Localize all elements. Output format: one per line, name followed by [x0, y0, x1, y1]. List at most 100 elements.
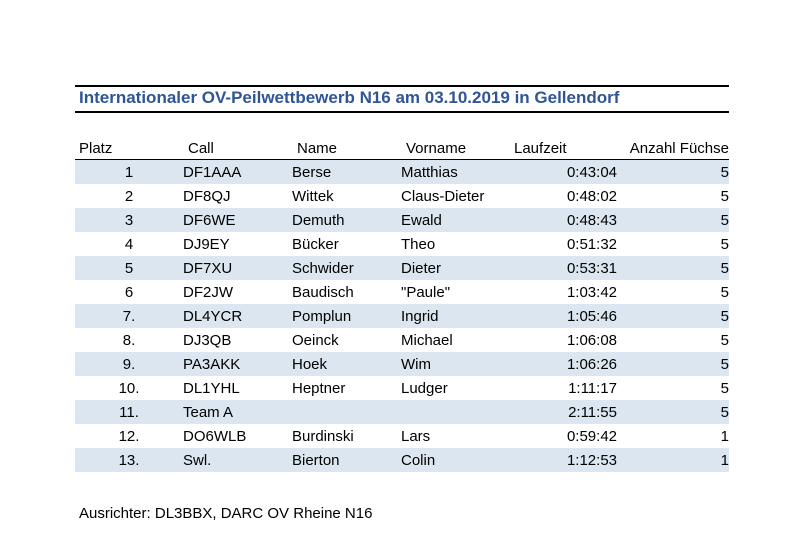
- cell-laufzeit: 1:11:17: [568, 379, 617, 397]
- page-title: Internationaler OV-Peilwettbewerb N16 am…: [79, 88, 620, 107]
- table-row: 10. DL1YHL Heptner Ludger 1:11:17 5: [75, 376, 729, 400]
- cell-laufzeit: 1:12:53: [509, 448, 617, 472]
- cell-laufzeit: 1:06:08: [566, 331, 617, 349]
- table-row: 5 DF7XU Schwider Dieter 0:53:31 5: [75, 256, 729, 280]
- header-anzahl-fuechse: Anzahl Füchse: [617, 137, 729, 160]
- results-table: Platz Call Name Vorname Laufzeit Anzahl …: [75, 137, 729, 472]
- cell-vorname: "Paule": [401, 283, 451, 301]
- table-header-row: Platz Call Name Vorname Laufzeit Anzahl …: [75, 137, 729, 160]
- table-row: 9. PA3AKK Hoek Wim 1:06:26 5: [75, 352, 729, 376]
- cell-vorname: Theo: [401, 235, 436, 253]
- cell-name: Baudisch: [292, 283, 354, 301]
- cell-platz: 5: [75, 256, 183, 280]
- cell-anzahl-fuechse: 5: [720, 331, 729, 349]
- cell-vorname: Lars: [401, 427, 431, 445]
- cell-call: DJ3QB: [183, 331, 232, 349]
- cell-call: DF1AAA: [183, 159, 292, 184]
- cell-name: [292, 400, 401, 424]
- cell-vorname: Ewald: [401, 208, 509, 232]
- cell-name: Pomplun: [292, 304, 401, 328]
- cell-vorname: Colin: [401, 448, 509, 472]
- cell-vorname: Wim: [401, 352, 509, 376]
- cell-anzahl-fuechse: 5: [617, 208, 729, 232]
- cell-platz: 1: [75, 159, 183, 184]
- cell-call: Swl.: [183, 448, 292, 472]
- cell-laufzeit: 0:53:31: [509, 256, 617, 280]
- cell-vorname: [401, 400, 509, 424]
- table-row: 8. DJ3QB Oeinck Michael 1:06:08 5: [75, 328, 729, 352]
- cell-call: DL1YHL: [183, 379, 240, 397]
- cell-anzahl-fuechse: 5: [617, 159, 729, 184]
- cell-platz: 4: [124, 235, 134, 253]
- cell-name: Hoek: [292, 352, 401, 376]
- cell-anzahl-fuechse: 5: [617, 304, 729, 328]
- table-row: 13. Swl. Bierton Colin 1:12:53 1: [75, 448, 729, 472]
- cell-anzahl-fuechse: 5: [720, 187, 729, 205]
- table-row: 12. DO6WLB Burdinski Lars 0:59:42 1: [75, 424, 729, 448]
- cell-name: Bierton: [292, 448, 401, 472]
- cell-laufzeit: 2:11:55: [509, 400, 617, 424]
- cell-vorname: Ingrid: [401, 304, 509, 328]
- cell-anzahl-fuechse: 5: [617, 256, 729, 280]
- cell-platz: 2: [124, 187, 134, 205]
- cell-call: DL4YCR: [183, 304, 292, 328]
- cell-laufzeit: 0:43:04: [509, 159, 617, 184]
- cell-anzahl-fuechse: 1: [720, 427, 729, 445]
- cell-platz: 12.: [118, 427, 140, 445]
- cell-laufzeit: 1:03:42: [566, 283, 617, 301]
- header-call: Call: [183, 137, 292, 160]
- cell-call: PA3AKK: [183, 352, 292, 376]
- cell-name: Wittek: [292, 187, 334, 205]
- header-platz: Platz: [75, 137, 183, 160]
- table-row: 3 DF6WE Demuth Ewald 0:48:43 5: [75, 208, 729, 232]
- cell-laufzeit: 0:48:43: [509, 208, 617, 232]
- cell-platz: 6: [124, 283, 134, 301]
- cell-anzahl-fuechse: 5: [720, 235, 729, 253]
- cell-anzahl-fuechse: 5: [617, 352, 729, 376]
- cell-vorname: Matthias: [401, 159, 509, 184]
- header-vorname: Vorname: [401, 137, 509, 160]
- title-rule-top: [75, 85, 729, 87]
- cell-platz: 9.: [75, 352, 183, 376]
- cell-vorname: Claus-Dieter: [401, 187, 485, 205]
- cell-vorname: Dieter: [401, 256, 509, 280]
- cell-call: DJ9EY: [183, 235, 230, 253]
- cell-name: Bücker: [292, 235, 339, 253]
- cell-laufzeit: 0:51:32: [566, 235, 617, 253]
- cell-name: Burdinski: [292, 427, 354, 445]
- cell-laufzeit: 0:59:42: [566, 427, 617, 445]
- cell-call: DF8QJ: [183, 187, 231, 205]
- cell-platz: 3: [75, 208, 183, 232]
- cell-call: DO6WLB: [183, 427, 247, 445]
- table-row: 4 DJ9EY Bücker Theo 0:51:32 5: [75, 232, 729, 256]
- cell-call: DF7XU: [183, 256, 292, 280]
- cell-vorname: Ludger: [401, 379, 448, 397]
- cell-name: Demuth: [292, 208, 401, 232]
- cell-anzahl-fuechse: 5: [617, 400, 729, 424]
- header-laufzeit: Laufzeit: [509, 137, 617, 160]
- cell-platz: 13.: [75, 448, 183, 472]
- cell-name: Heptner: [292, 379, 346, 397]
- cell-laufzeit: 1:06:26: [509, 352, 617, 376]
- title-rule-bottom: [75, 111, 729, 113]
- cell-platz: 10.: [118, 379, 140, 397]
- cell-call: Team A: [183, 400, 292, 424]
- cell-laufzeit: 1:05:46: [509, 304, 617, 328]
- cell-name: Schwider: [292, 256, 401, 280]
- organizer-footer: Ausrichter: DL3BBX, DARC OV Rheine N16: [79, 505, 373, 522]
- cell-call: DF6WE: [183, 208, 292, 232]
- cell-name: Oeinck: [292, 331, 339, 349]
- cell-anzahl-fuechse: 5: [720, 379, 729, 397]
- table-row: 1 DF1AAA Berse Matthias 0:43:04 5: [75, 159, 729, 184]
- cell-call: DF2JW: [183, 283, 233, 301]
- header-name: Name: [292, 137, 401, 160]
- cell-platz: 7.: [75, 304, 183, 328]
- table-row: 11. Team A 2:11:55 5: [75, 400, 729, 424]
- cell-laufzeit: 0:48:02: [566, 187, 617, 205]
- table-row: 6 DF2JW Baudisch "Paule" 1:03:42 5: [75, 280, 729, 304]
- cell-name: Berse: [292, 159, 401, 184]
- cell-anzahl-fuechse: 1: [617, 448, 729, 472]
- results-table-body: 1 DF1AAA Berse Matthias 0:43:04 5 2 DF8Q…: [75, 159, 729, 472]
- table-row: 7. DL4YCR Pomplun Ingrid 1:05:46 5: [75, 304, 729, 328]
